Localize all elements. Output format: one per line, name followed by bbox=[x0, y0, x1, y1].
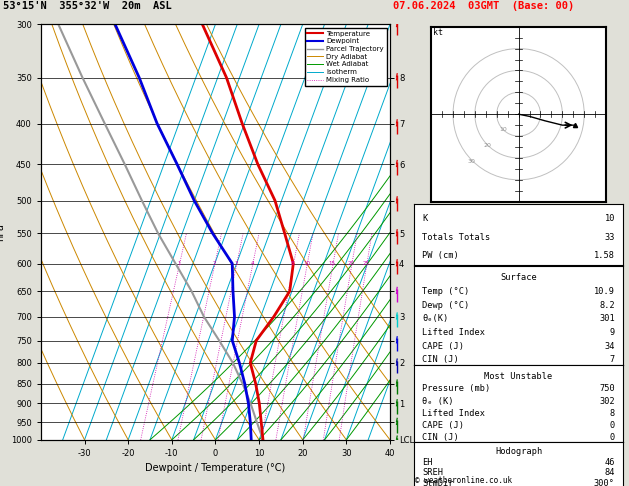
Text: StmDir: StmDir bbox=[422, 479, 454, 486]
Text: Hodograph: Hodograph bbox=[495, 448, 542, 456]
Text: PW (cm): PW (cm) bbox=[422, 251, 459, 260]
Text: 20: 20 bbox=[483, 143, 491, 148]
Text: 1.58: 1.58 bbox=[594, 251, 615, 260]
Text: 300°: 300° bbox=[594, 479, 615, 486]
Text: EH: EH bbox=[422, 458, 433, 467]
Text: 8: 8 bbox=[610, 409, 615, 418]
Text: 46: 46 bbox=[604, 458, 615, 467]
Legend: Temperature, Dewpoint, Parcel Trajectory, Dry Adiabat, Wet Adiabat, Isotherm, Mi: Temperature, Dewpoint, Parcel Trajectory… bbox=[304, 28, 386, 86]
Text: 750: 750 bbox=[599, 384, 615, 393]
Text: Surface: Surface bbox=[500, 273, 537, 282]
Text: 07.06.2024  03GMT  (Base: 00): 07.06.2024 03GMT (Base: 00) bbox=[393, 1, 574, 11]
Text: 9: 9 bbox=[610, 328, 615, 337]
Text: 84: 84 bbox=[604, 468, 615, 477]
Text: CAPE (J): CAPE (J) bbox=[422, 342, 464, 350]
Text: 3: 3 bbox=[234, 261, 238, 266]
Text: K: K bbox=[422, 214, 428, 223]
Text: 25: 25 bbox=[363, 261, 370, 266]
Text: © weatheronline.co.uk: © weatheronline.co.uk bbox=[415, 476, 512, 485]
Text: 7: 7 bbox=[610, 355, 615, 364]
Text: kt: kt bbox=[433, 29, 443, 37]
Text: 30: 30 bbox=[467, 159, 476, 164]
Text: Pressure (mb): Pressure (mb) bbox=[422, 384, 491, 393]
Text: 1: 1 bbox=[177, 261, 181, 266]
Text: θₑ (K): θₑ (K) bbox=[422, 397, 454, 405]
Text: 20: 20 bbox=[348, 261, 355, 266]
Text: SREH: SREH bbox=[422, 468, 443, 477]
Text: Totals Totals: Totals Totals bbox=[422, 233, 491, 242]
Text: 10: 10 bbox=[604, 214, 615, 223]
Text: Lifted Index: Lifted Index bbox=[422, 409, 485, 418]
Text: Most Unstable: Most Unstable bbox=[484, 372, 553, 381]
Text: 15: 15 bbox=[329, 261, 336, 266]
Text: 0: 0 bbox=[610, 421, 615, 430]
X-axis label: Dewpoint / Temperature (°C): Dewpoint / Temperature (°C) bbox=[145, 464, 286, 473]
Text: Temp (°C): Temp (°C) bbox=[422, 287, 469, 296]
Text: 4: 4 bbox=[250, 261, 253, 266]
Text: Dewp (°C): Dewp (°C) bbox=[422, 301, 469, 310]
Text: Lifted Index: Lifted Index bbox=[422, 328, 485, 337]
Text: 2: 2 bbox=[212, 261, 216, 266]
Text: 10: 10 bbox=[499, 127, 507, 133]
Y-axis label: hPa: hPa bbox=[0, 223, 5, 241]
Text: 302: 302 bbox=[599, 397, 615, 405]
Text: 0: 0 bbox=[610, 433, 615, 442]
Text: CAPE (J): CAPE (J) bbox=[422, 421, 464, 430]
Text: CIN (J): CIN (J) bbox=[422, 433, 459, 442]
Y-axis label: km
ASL: km ASL bbox=[417, 224, 437, 240]
Text: 8: 8 bbox=[291, 261, 294, 266]
Text: 10: 10 bbox=[303, 261, 310, 266]
Text: θₑ(K): θₑ(K) bbox=[422, 314, 448, 323]
Text: 34: 34 bbox=[604, 342, 615, 350]
Text: 8.2: 8.2 bbox=[599, 301, 615, 310]
Text: 53°15'N  355°32'W  20m  ASL: 53°15'N 355°32'W 20m ASL bbox=[3, 1, 172, 11]
Text: 33: 33 bbox=[604, 233, 615, 242]
Text: 301: 301 bbox=[599, 314, 615, 323]
Text: 10.9: 10.9 bbox=[594, 287, 615, 296]
Text: CIN (J): CIN (J) bbox=[422, 355, 459, 364]
